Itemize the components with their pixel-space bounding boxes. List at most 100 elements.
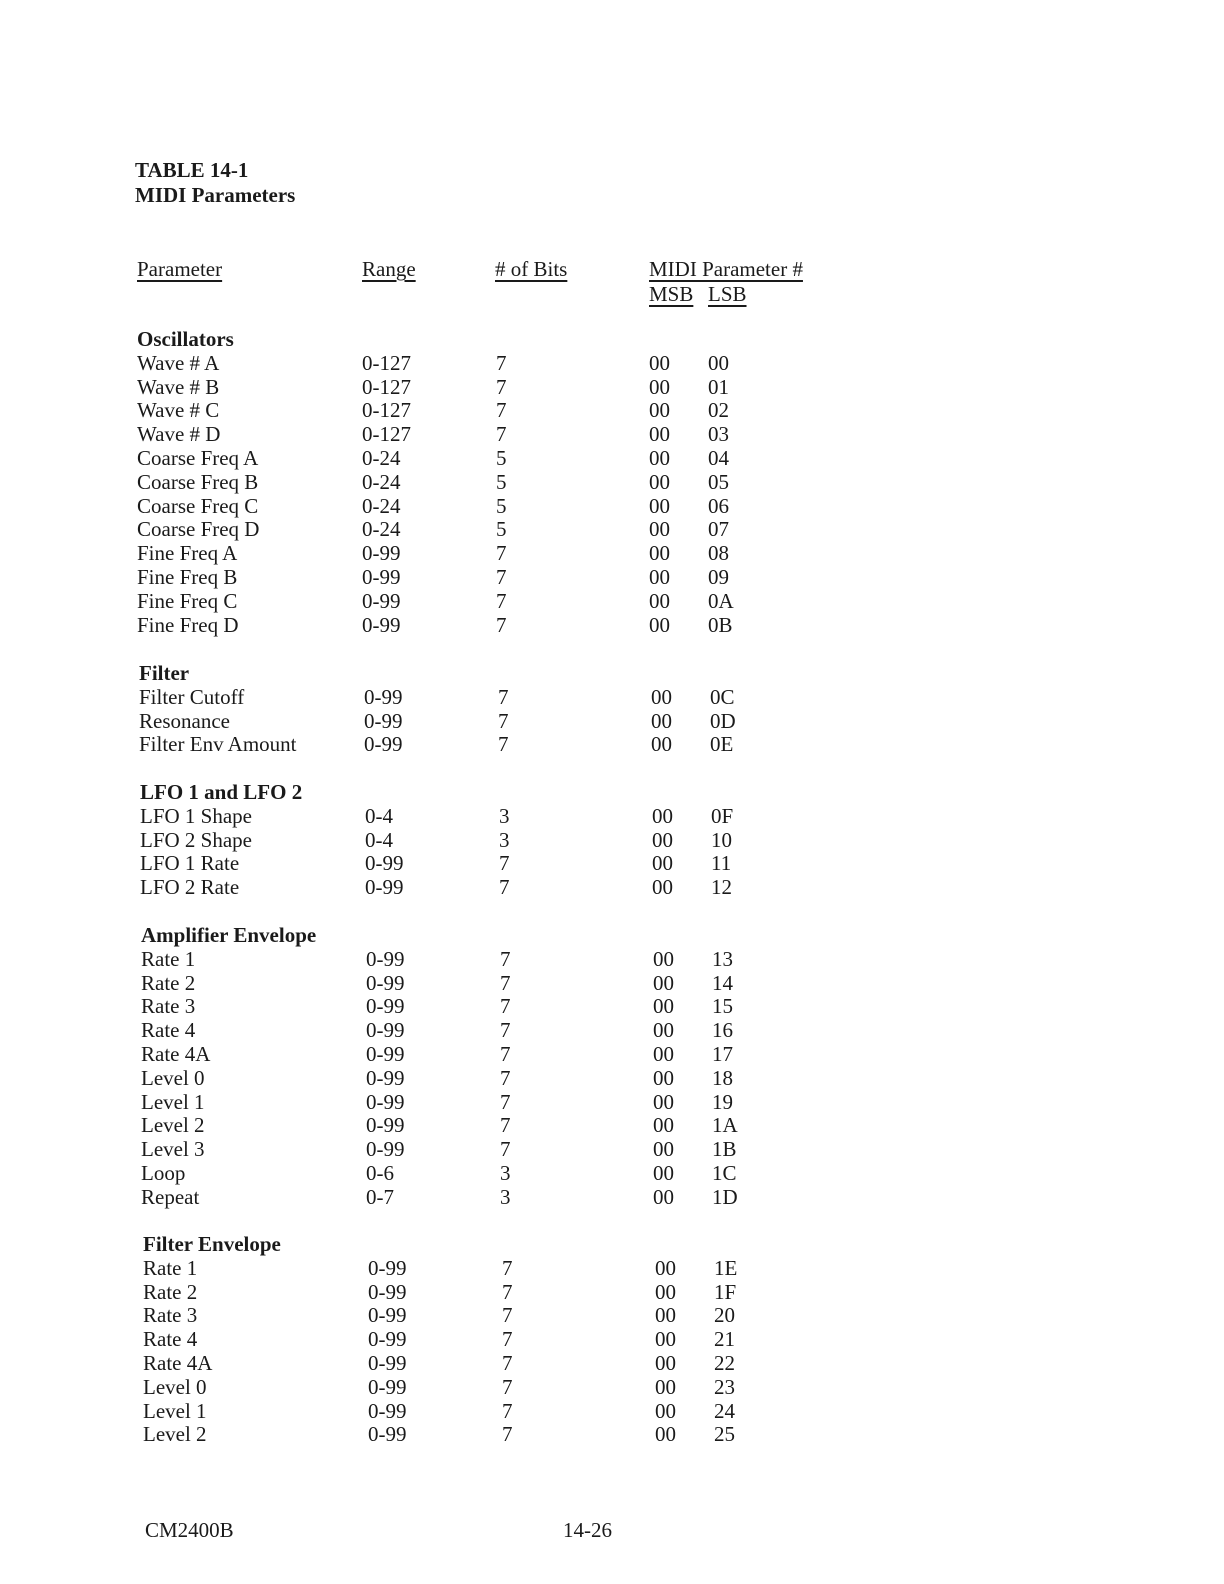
cell-bits: 7 xyxy=(502,1350,513,1375)
cell-msb: 00 xyxy=(652,851,673,876)
table-row: Rate 2 0-99 7 00 14 xyxy=(141,971,733,996)
cell-bits: 3 xyxy=(500,1184,511,1209)
cell-range: 0-127 xyxy=(362,350,411,375)
cell-bits: 7 xyxy=(500,1065,511,1090)
cell-parameter: Rate 4 xyxy=(141,1018,196,1043)
cell-parameter: LFO 1 Shape xyxy=(140,803,252,828)
section: Oscillators Wave # A 0-127 7 00 00 Wave # B 0-1… xyxy=(137,327,734,637)
cell-msb: 00 xyxy=(655,1279,676,1304)
cell-bits: 7 xyxy=(502,1398,513,1423)
table-row: Level 2 0-99 7 00 25 xyxy=(143,1422,735,1447)
cell-parameter: Rate 1 xyxy=(141,946,196,971)
table-row: Fine Freq C 0-99 7 00 0A xyxy=(137,589,734,614)
cell-lsb: 17 xyxy=(712,1041,733,1066)
cell-msb: 00 xyxy=(652,875,673,900)
cell-msb: 00 xyxy=(653,994,674,1019)
cell-bits: 7 xyxy=(496,374,507,399)
cell-bits: 7 xyxy=(500,946,511,971)
cell-range: 0-99 xyxy=(368,1303,407,1328)
cell-msb: 00 xyxy=(655,1374,676,1399)
cell-range: 0-99 xyxy=(364,684,403,709)
table-row: Level 2 0-99 7 00 1A xyxy=(141,1113,738,1138)
cell-lsb: 0A xyxy=(708,588,734,613)
cell-range: 0-99 xyxy=(368,1327,407,1352)
cell-msb: 00 xyxy=(649,493,670,518)
cell-msb: 00 xyxy=(652,827,673,852)
cell-msb: 00 xyxy=(653,1065,674,1090)
cell-parameter: Coarse Freq D xyxy=(137,517,260,542)
table-row: LFO 2 Shape 0-4 3 00 10 xyxy=(140,827,732,853)
cell-range: 0-99 xyxy=(368,1255,407,1280)
cell-bits: 7 xyxy=(496,350,507,375)
cell-lsb: 07 xyxy=(708,517,729,542)
table-row: Resonance 0-99 7 00 0D xyxy=(139,709,736,734)
table-row: Rate 4A 0-99 7 00 17 xyxy=(141,1041,733,1067)
cell-range: 0-99 xyxy=(368,1350,407,1375)
cell-lsb: 24 xyxy=(714,1398,735,1423)
cell-range: 0-99 xyxy=(368,1422,407,1447)
cell-lsb: 16 xyxy=(712,1018,733,1043)
cell-parameter: Fine Freq D xyxy=(137,612,239,637)
cell-lsb: 0B xyxy=(708,612,733,637)
cell-bits: 7 xyxy=(496,541,507,566)
cell-msb: 00 xyxy=(653,1113,674,1138)
cell-msb: 00 xyxy=(655,1398,676,1423)
table-number: TABLE 14-1 xyxy=(135,158,249,182)
cell-range: 0-127 xyxy=(362,374,411,399)
cell-lsb: 1C xyxy=(712,1160,737,1185)
cell-parameter: Filter Cutoff xyxy=(139,684,245,709)
cell-bits: 7 xyxy=(502,1422,513,1447)
cell-bits: 7 xyxy=(496,398,507,423)
cell-bits: 7 xyxy=(502,1255,513,1280)
cell-msb: 00 xyxy=(653,1018,674,1043)
page-number: 14-26 xyxy=(563,1518,612,1542)
table-row: LFO 2 Rate 0-99 7 00 12 xyxy=(140,875,732,900)
cell-msb: 00 xyxy=(649,612,670,637)
table-row: Coarse Freq D 0-24 5 00 07 xyxy=(137,518,729,542)
table-row: Filter Cutoff 0-99 7 00 0C xyxy=(139,685,735,710)
cell-bits: 7 xyxy=(496,564,507,589)
cell-range: 0-99 xyxy=(362,588,401,613)
table-row: Level 0 0-99 7 00 18 xyxy=(141,1066,733,1091)
cell-range: 0-99 xyxy=(362,564,401,589)
cell-lsb: 21 xyxy=(714,1327,735,1352)
section-heading: Filter Envelope xyxy=(143,1232,281,1256)
cell-bits: 7 xyxy=(502,1327,513,1352)
table-row: Wave # D 0-127 7 00 03 xyxy=(137,422,729,447)
document-id: CM2400B xyxy=(145,1518,234,1542)
cell-lsb: 13 xyxy=(712,946,733,971)
cell-parameter: LFO 2 Shape xyxy=(140,827,252,852)
cell-parameter: Rate 4A xyxy=(141,1041,211,1066)
table-row: Level 1 0-99 7 00 19 xyxy=(141,1090,733,1115)
cell-lsb: 23 xyxy=(714,1374,735,1399)
cell-parameter: Resonance xyxy=(139,708,230,733)
cell-parameter: Level 2 xyxy=(143,1422,207,1447)
cell-lsb: 1B xyxy=(712,1137,737,1162)
cell-bits: 7 xyxy=(502,1279,513,1304)
cell-parameter: Repeat xyxy=(141,1184,200,1209)
table-row: Rate 4 0-99 7 00 16 xyxy=(141,1018,733,1043)
table-row: LFO 1 Rate 0-99 7 00 11 xyxy=(140,852,731,876)
table-row: LFO 1 Shape 0-4 3 00 0F xyxy=(140,803,733,829)
section-heading: LFO 1 and LFO 2 xyxy=(140,780,303,804)
cell-parameter: Wave # D xyxy=(137,422,221,447)
cell-msb: 00 xyxy=(649,564,670,589)
cell-msb: 00 xyxy=(651,708,672,733)
cell-lsb: 19 xyxy=(712,1089,733,1114)
cell-range: 0-127 xyxy=(362,422,411,447)
cell-lsb: 1E xyxy=(714,1255,738,1280)
cell-msb: 00 xyxy=(649,588,670,613)
cell-bits: 7 xyxy=(498,732,509,757)
cell-msb: 00 xyxy=(652,803,673,828)
cell-lsb: 0D xyxy=(710,708,736,733)
cell-lsb: 18 xyxy=(712,1065,733,1090)
cell-bits: 3 xyxy=(500,1160,511,1185)
table-row: Rate 3 0-99 7 00 15 xyxy=(141,995,733,1019)
table-row: Coarse Freq B 0-24 5 00 05 xyxy=(137,470,729,495)
cell-msb: 00 xyxy=(649,350,670,375)
cell-parameter: Level 2 xyxy=(141,1113,205,1138)
table-row: Rate 3 0-99 7 00 20 xyxy=(143,1304,735,1328)
cell-msb: 00 xyxy=(655,1422,676,1447)
cell-range: 0-99 xyxy=(368,1279,407,1304)
cell-bits: 7 xyxy=(500,994,511,1019)
